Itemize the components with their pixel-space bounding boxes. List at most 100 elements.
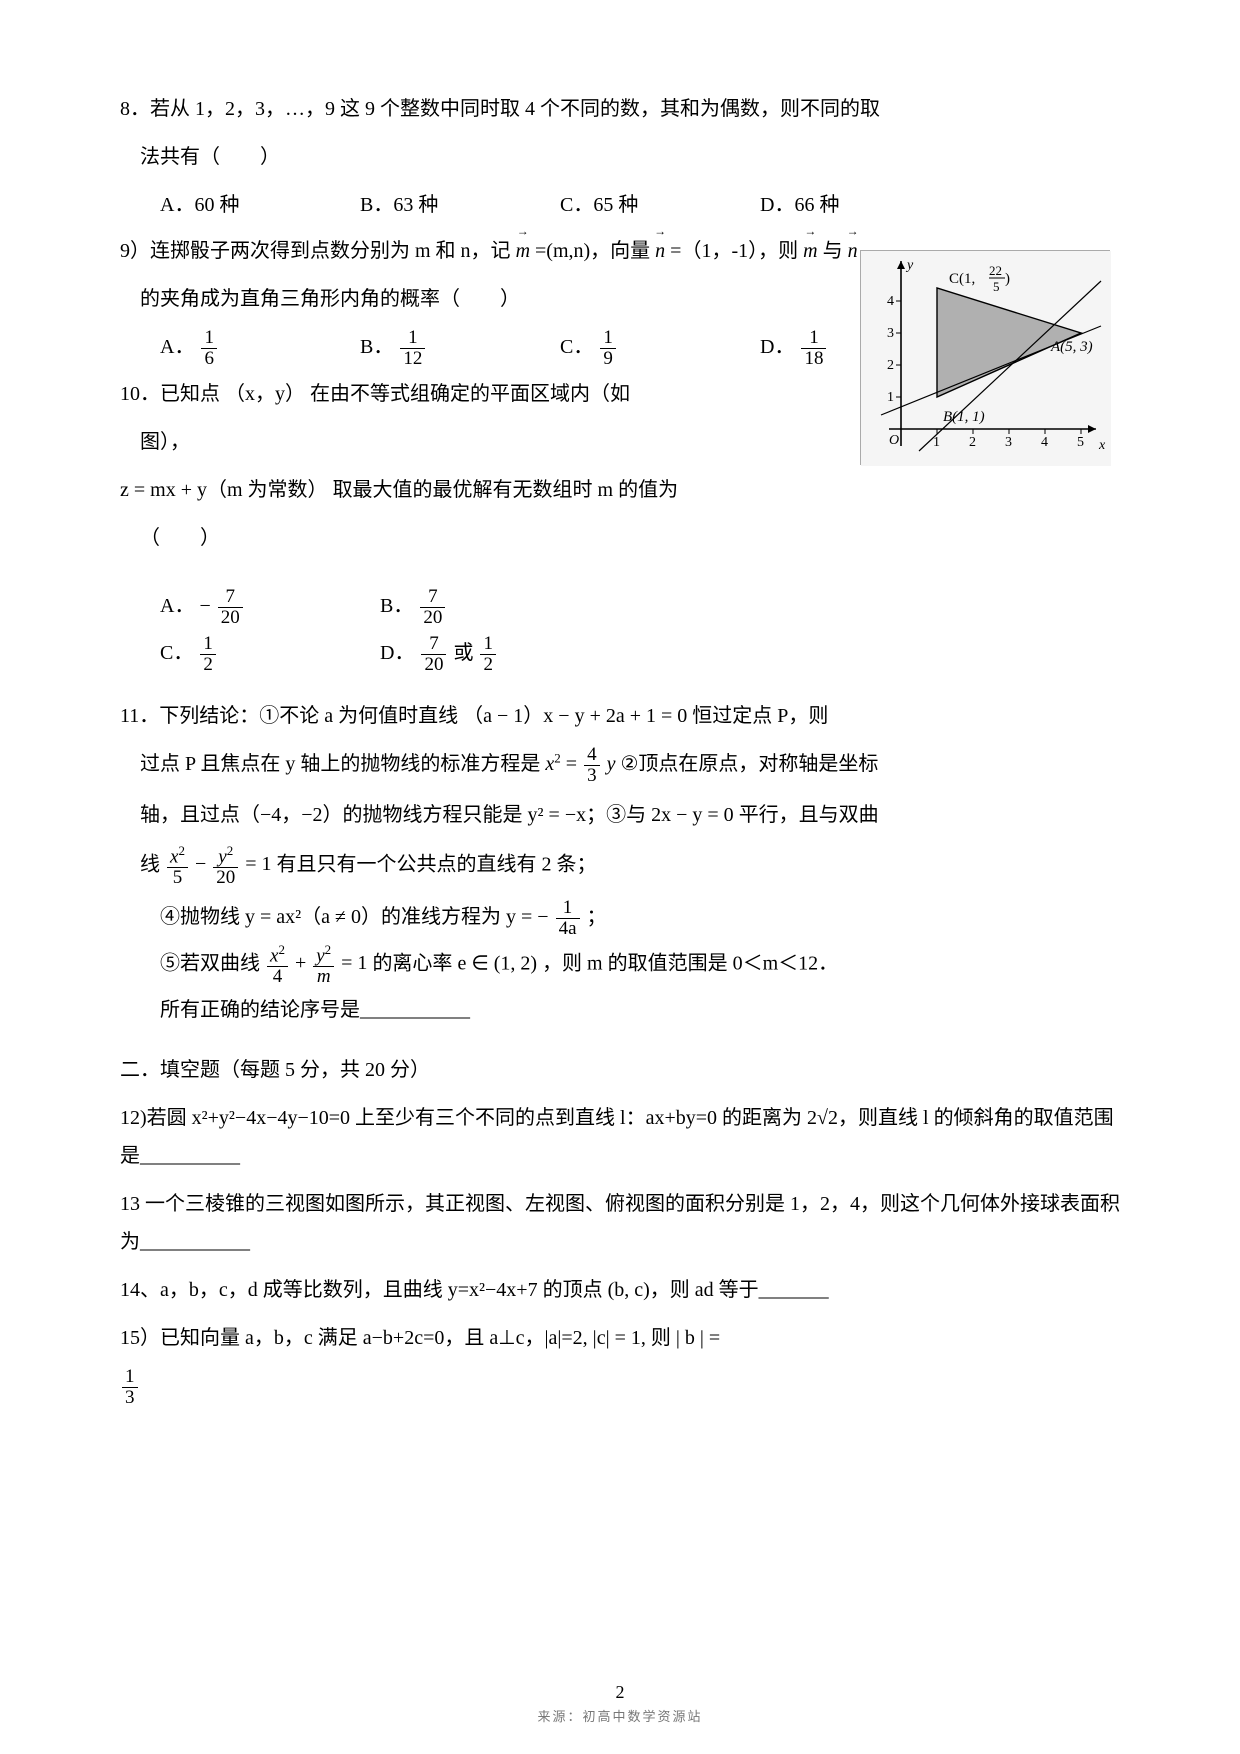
q11-c4expr: y = ax²（a ≠ 0）的准线方程为 y = − <box>245 906 549 928</box>
q11-con5: ⑤若双曲线 x24 + y2m = 1 的离心率 e ∈ (1, 2) ，则 m… <box>120 943 1120 987</box>
svg-text:A(5, 3): A(5, 3) <box>1050 339 1093 355</box>
q10-d-frac1: 720 <box>421 634 446 675</box>
q11-c4b: ； <box>587 906 607 928</box>
vector-n-1: n <box>655 230 665 270</box>
q8-stem-line1: 8．若从 1，2，3，…，9 这 9 个整数中同时取 4 个不同的数，其和为偶数… <box>120 90 1120 128</box>
q11-line1: 11．下列结论：①不论 a 为何值时直线 （a − 1）x − y + 2a +… <box>120 697 1120 735</box>
frac-bottom: 13 <box>120 1367 1120 1408</box>
q9-b-label: B． <box>360 336 393 358</box>
q11-t1: 11．下列结论：①不论 a 为何值时直线 <box>120 705 458 727</box>
q10-opt-c: C． 12 <box>160 634 380 675</box>
q11-expr2: x2 = 43 y <box>545 753 620 775</box>
svg-text:): ) <box>1005 271 1010 287</box>
q10-d-label: D． <box>380 642 414 664</box>
q11-c5a: ⑤若双曲线 <box>160 952 260 974</box>
q11-line4: 线 x25 − y220 = 1 有且只有一个公共点的直线有 2 条； <box>120 844 1120 888</box>
q10-xy: （x，y） <box>225 383 305 405</box>
svg-text:2: 2 <box>969 435 976 450</box>
vector-n-2: n <box>848 230 858 270</box>
svg-text:y: y <box>905 258 914 273</box>
q10-c-label: C． <box>160 642 193 664</box>
svg-text:5: 5 <box>1077 435 1084 450</box>
q10-opt-a: A． − 720 <box>160 587 380 628</box>
page-number: 2 <box>616 1675 625 1709</box>
q9-opt-a: A． 16 <box>160 328 360 369</box>
svg-text:1: 1 <box>887 390 894 405</box>
q9-text-1: 9）连掷骰子两次得到点数分别为 m 和 n，记 <box>120 240 511 262</box>
q9-a-label: A． <box>160 336 194 358</box>
q10-line1: 10．已知点 （x，y） 在由不等式组确定的平面区域内（如 <box>120 375 860 413</box>
svg-text:4: 4 <box>1041 435 1048 450</box>
svg-text:3: 3 <box>887 326 894 341</box>
q10-expr: z = mx + y（m 为常数） <box>120 479 328 501</box>
q11-c5expr: x24 + y2m = 1 <box>265 952 372 974</box>
q11-expr1: （a − 1）x − y + 2a + 1 = 0 <box>463 705 687 727</box>
q9-c-frac: 19 <box>600 328 616 369</box>
q9-c-label: C． <box>560 336 593 358</box>
q10-a-label: A． <box>160 595 194 617</box>
q8-opt-d: D．66 种 <box>760 186 960 224</box>
source-text: 来源：初高中数学资源站 <box>537 1705 702 1730</box>
svg-text:x: x <box>1098 438 1106 453</box>
q9-a-frac: 16 <box>201 328 217 369</box>
q9-opt-c: C． 19 <box>560 328 760 369</box>
q11-t3: 过点 P 且焦点在 y 轴上的抛物线的标准方程是 <box>140 753 540 775</box>
q11-c4frac: 14a <box>556 898 580 939</box>
q12: 12)若圆 x²+y²−4x−4y−10=0 上至少有三个不同的点到直线 l：a… <box>120 1099 1120 1175</box>
q10-options-row2: C． 12 D． 720 或 12 <box>120 634 860 675</box>
q10-text-3: 取最大值的最优解有无数组时 m 的值为 <box>333 479 679 501</box>
q8-stem-line2: 法共有（ ） <box>120 138 1120 176</box>
q9-text-2: =(m,n)，向量 <box>535 240 650 262</box>
q10-text-2: 在由不等式组确定的平面区域内（如 <box>310 383 630 405</box>
q10-a-neg: − <box>199 595 210 617</box>
q11-t2: 恒过定点 P，则 <box>692 705 828 727</box>
q11-c5b: ，则 m 的取值范围是 0＜m＜12． <box>542 952 838 974</box>
q13: 13 一个三棱锥的三视图如图所示，其正视图、左视图、俯视图的面积分别是 1，2，… <box>120 1185 1120 1261</box>
svg-text:1: 1 <box>933 435 940 450</box>
vector-m-2: m <box>803 230 817 270</box>
q11-con4: ④抛物线 y = ax²（a ≠ 0）的准线方程为 y = − 14a ； <box>120 898 1120 939</box>
q11-c5e: e ∈ (1, 2) <box>457 952 537 974</box>
svg-text:5: 5 <box>993 279 1000 294</box>
q11-expr3: 2x − y = 0 <box>651 804 734 826</box>
q11-c4a: ④抛物线 <box>160 906 245 928</box>
svg-text:22: 22 <box>989 263 1002 278</box>
q10-figure: 1 2 3 4 5 x 1 2 3 4 y O C(1, 22 5 ) <box>860 250 1110 465</box>
vector-m-1: m <box>516 230 530 270</box>
q10-a-frac: 720 <box>218 587 243 628</box>
q10-line4: （ ） <box>120 519 860 557</box>
q9-d-label: D． <box>760 336 794 358</box>
q9-text-4: 与 <box>823 240 843 262</box>
q10-c-frac: 12 <box>200 634 216 675</box>
q10-options-row1: A． − 720 B． 720 <box>120 587 860 628</box>
svg-text:B(1, 1): B(1, 1) <box>943 409 985 425</box>
q11-t7: 线 <box>140 853 160 875</box>
q11-t4: ②顶点在原点，对称轴是坐标 <box>620 753 878 775</box>
svg-text:3: 3 <box>1005 435 1012 450</box>
q11-expr4: x25 − y220 = 1 <box>165 853 277 875</box>
q8-options: A．60 种 B．63 种 C．65 种 D．66 种 <box>120 186 1120 224</box>
q9-b-frac: 112 <box>400 328 425 369</box>
page-content: 8．若从 1，2，3，…，9 这 9 个整数中同时取 4 个不同的数，其和为偶数… <box>120 90 1120 1408</box>
q9-d-frac: 118 <box>801 328 826 369</box>
q10-d-or: 或 <box>453 642 478 664</box>
fill-header: 二．填空题（每题 5 分，共 20 分） <box>120 1051 1120 1089</box>
svg-text:4: 4 <box>887 294 894 309</box>
q9-opt-b: B． 112 <box>360 328 560 369</box>
q10-b-label: B． <box>380 595 413 617</box>
q10-line2: 图）， <box>120 423 860 461</box>
q8-opt-c: C．65 种 <box>560 186 760 224</box>
q8-opt-b: B．63 种 <box>360 186 560 224</box>
triangle-graph-svg: 1 2 3 4 5 x 1 2 3 4 y O C(1, 22 5 ) <box>861 251 1111 466</box>
q9-text-3: =（1，-1），则 <box>670 240 798 262</box>
q11-t6: 平行，且与双曲 <box>739 804 879 826</box>
q11-t8: 有且只有一个公共点的直线有 2 条； <box>277 853 597 875</box>
q10-line3: z = mx + y（m 为常数） 取最大值的最优解有无数组时 m 的值为 <box>120 471 860 509</box>
q11-c5mid: 的离心率 <box>372 952 452 974</box>
q11-tail: 所有正确的结论序号是___________ <box>120 991 1120 1029</box>
svg-text:C(1,: C(1, <box>949 271 975 287</box>
q8-opt-a: A．60 种 <box>160 186 360 224</box>
q10-opt-b: B． 720 <box>380 587 600 628</box>
q15: 15）已知向量 a，b，c 满足 a−b+2c=0，且 a⊥c，|a|=2, |… <box>120 1319 1120 1357</box>
q11-line2: 过点 P 且焦点在 y 轴上的抛物线的标准方程是 x2 = 43 y ②顶点在原… <box>120 745 1120 786</box>
